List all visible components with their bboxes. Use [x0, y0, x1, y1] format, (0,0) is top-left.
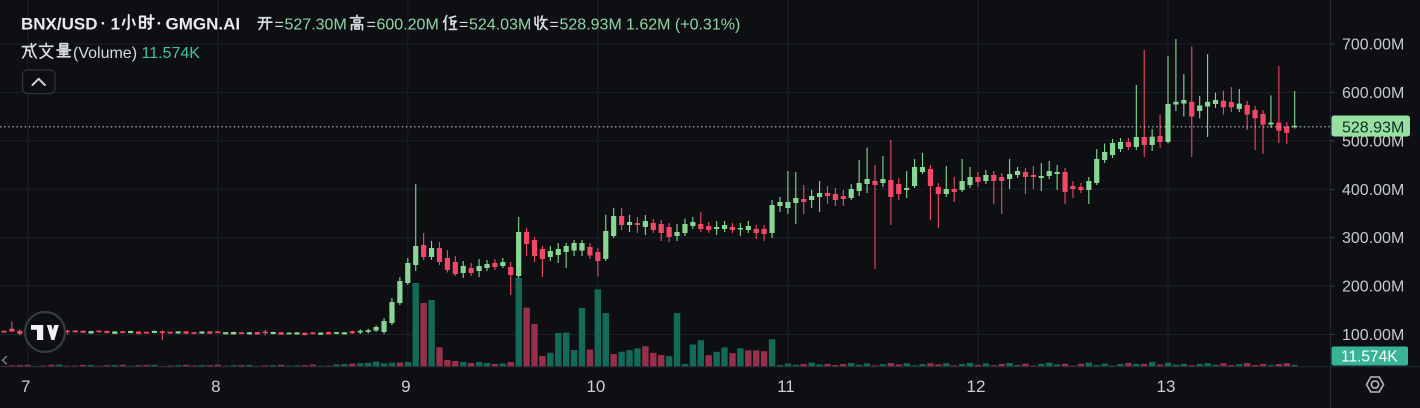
svg-text:7: 7 [21, 377, 30, 396]
svg-text:BNX/USD: BNX/USD [21, 15, 98, 34]
svg-text:11: 11 [777, 377, 795, 396]
svg-text:500.00M: 500.00M [1342, 133, 1404, 150]
svg-text:400.00M: 400.00M [1342, 182, 1404, 199]
svg-text:=: = [367, 17, 376, 34]
svg-text:10: 10 [586, 377, 605, 396]
svg-text:12: 12 [967, 377, 986, 396]
svg-text:1.62M (+0.31%): 1.62M (+0.31%) [626, 17, 740, 34]
svg-text:·: · [157, 14, 163, 33]
svg-text:11.574K: 11.574K [1341, 348, 1398, 365]
svg-text:1: 1 [111, 15, 120, 34]
svg-text:100.00M: 100.00M [1342, 327, 1404, 344]
svg-text:=: = [275, 17, 284, 34]
svg-text:=: = [550, 17, 559, 34]
svg-text:600.00M: 600.00M [1342, 85, 1404, 102]
svg-text:528.93M: 528.93M [560, 17, 622, 34]
svg-text:13: 13 [1157, 377, 1176, 396]
svg-text:·: · [101, 14, 107, 33]
svg-text:11.574K: 11.574K [142, 45, 201, 62]
svg-text:9: 9 [401, 377, 410, 396]
svg-text:700.00M: 700.00M [1342, 37, 1404, 54]
svg-text:=: = [459, 17, 468, 34]
svg-text:600.20M: 600.20M [377, 17, 439, 34]
svg-text:200.00M: 200.00M [1342, 279, 1404, 296]
svg-text:(Volume): (Volume) [73, 45, 137, 62]
svg-text:300.00M: 300.00M [1342, 230, 1404, 247]
svg-text:8: 8 [211, 377, 220, 396]
svg-text:528.93M: 528.93M [1342, 119, 1404, 136]
svg-text:527.30M: 527.30M [285, 17, 347, 34]
svg-text:GMGN.AI: GMGN.AI [166, 15, 241, 34]
svg-text:524.03M: 524.03M [469, 17, 531, 34]
